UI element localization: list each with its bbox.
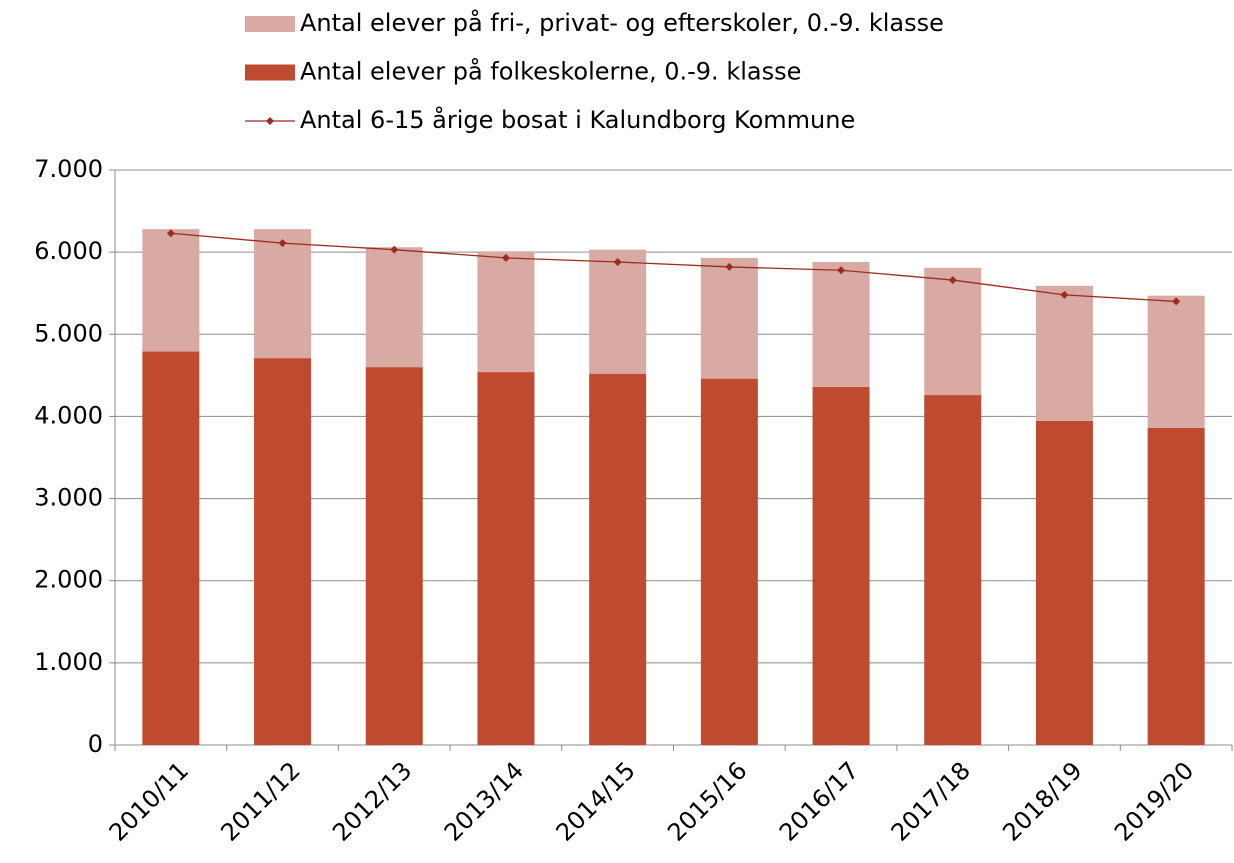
y-tick-label: 3.000: [34, 484, 103, 512]
bar: [1147, 427, 1205, 745]
bar: [254, 229, 312, 359]
bar: [1147, 295, 1205, 428]
bar: [924, 267, 982, 396]
x-tick-label: 2013/14: [439, 756, 529, 846]
x-tick-label: 2012/13: [327, 756, 417, 846]
y-tick-label: 6.000: [34, 237, 103, 265]
bar: [477, 372, 535, 745]
bar: [589, 249, 647, 374]
bar: [1035, 285, 1093, 421]
x-tick-label: 2014/15: [551, 756, 641, 846]
legend-label: Antal elever på folkeskolerne, 0.-9. kla…: [300, 57, 801, 86]
line-marker: [613, 258, 622, 266]
bar: [700, 378, 758, 745]
x-tick-label: 2011/12: [215, 756, 305, 846]
x-tick-label: 2018/19: [997, 756, 1087, 846]
y-tick-label: 1.000: [34, 648, 103, 676]
bar: [365, 367, 423, 745]
line-marker: [837, 266, 846, 275]
legend-label: Antal elever på fri-, privat- og eftersk…: [300, 8, 944, 37]
x-tick-label: 2015/16: [662, 756, 752, 846]
bar: [365, 247, 423, 368]
line: [170, 232, 1177, 303]
bar: [1035, 420, 1093, 745]
bar: [142, 351, 200, 745]
line-marker: [501, 253, 510, 262]
line-marker: [948, 276, 957, 285]
line-marker: [725, 262, 734, 271]
bar: [142, 229, 200, 352]
bar: [812, 386, 870, 745]
legend-marker: [266, 117, 274, 125]
bar: [700, 257, 758, 379]
y-tick-label: 5.000: [34, 319, 103, 347]
y-tick-label: 4.000: [34, 401, 103, 429]
line-marker: [390, 245, 399, 254]
line-marker: [1060, 290, 1069, 299]
legend-label: Antal 6-15 årige bosat i Kalundborg Komm…: [300, 105, 855, 134]
legend-swatch: [245, 16, 295, 32]
bar: [924, 395, 982, 745]
y-tick-label: 2.000: [34, 566, 103, 594]
bar: [254, 358, 312, 745]
x-tick-label: 2016/17: [774, 756, 864, 846]
x-tick-label: 2019/20: [1109, 756, 1199, 846]
bar: [477, 251, 535, 373]
x-tick-label: 2017/18: [886, 756, 976, 846]
line-marker: [166, 229, 175, 238]
bar: [812, 262, 870, 387]
x-tick-label: 2010/11: [104, 756, 194, 846]
y-tick-label: 7.000: [34, 155, 103, 183]
legend-swatch: [245, 64, 295, 81]
y-tick-label: 0: [88, 730, 103, 758]
line-marker: [1172, 297, 1181, 306]
line-marker: [278, 239, 287, 248]
bar: [589, 373, 647, 745]
